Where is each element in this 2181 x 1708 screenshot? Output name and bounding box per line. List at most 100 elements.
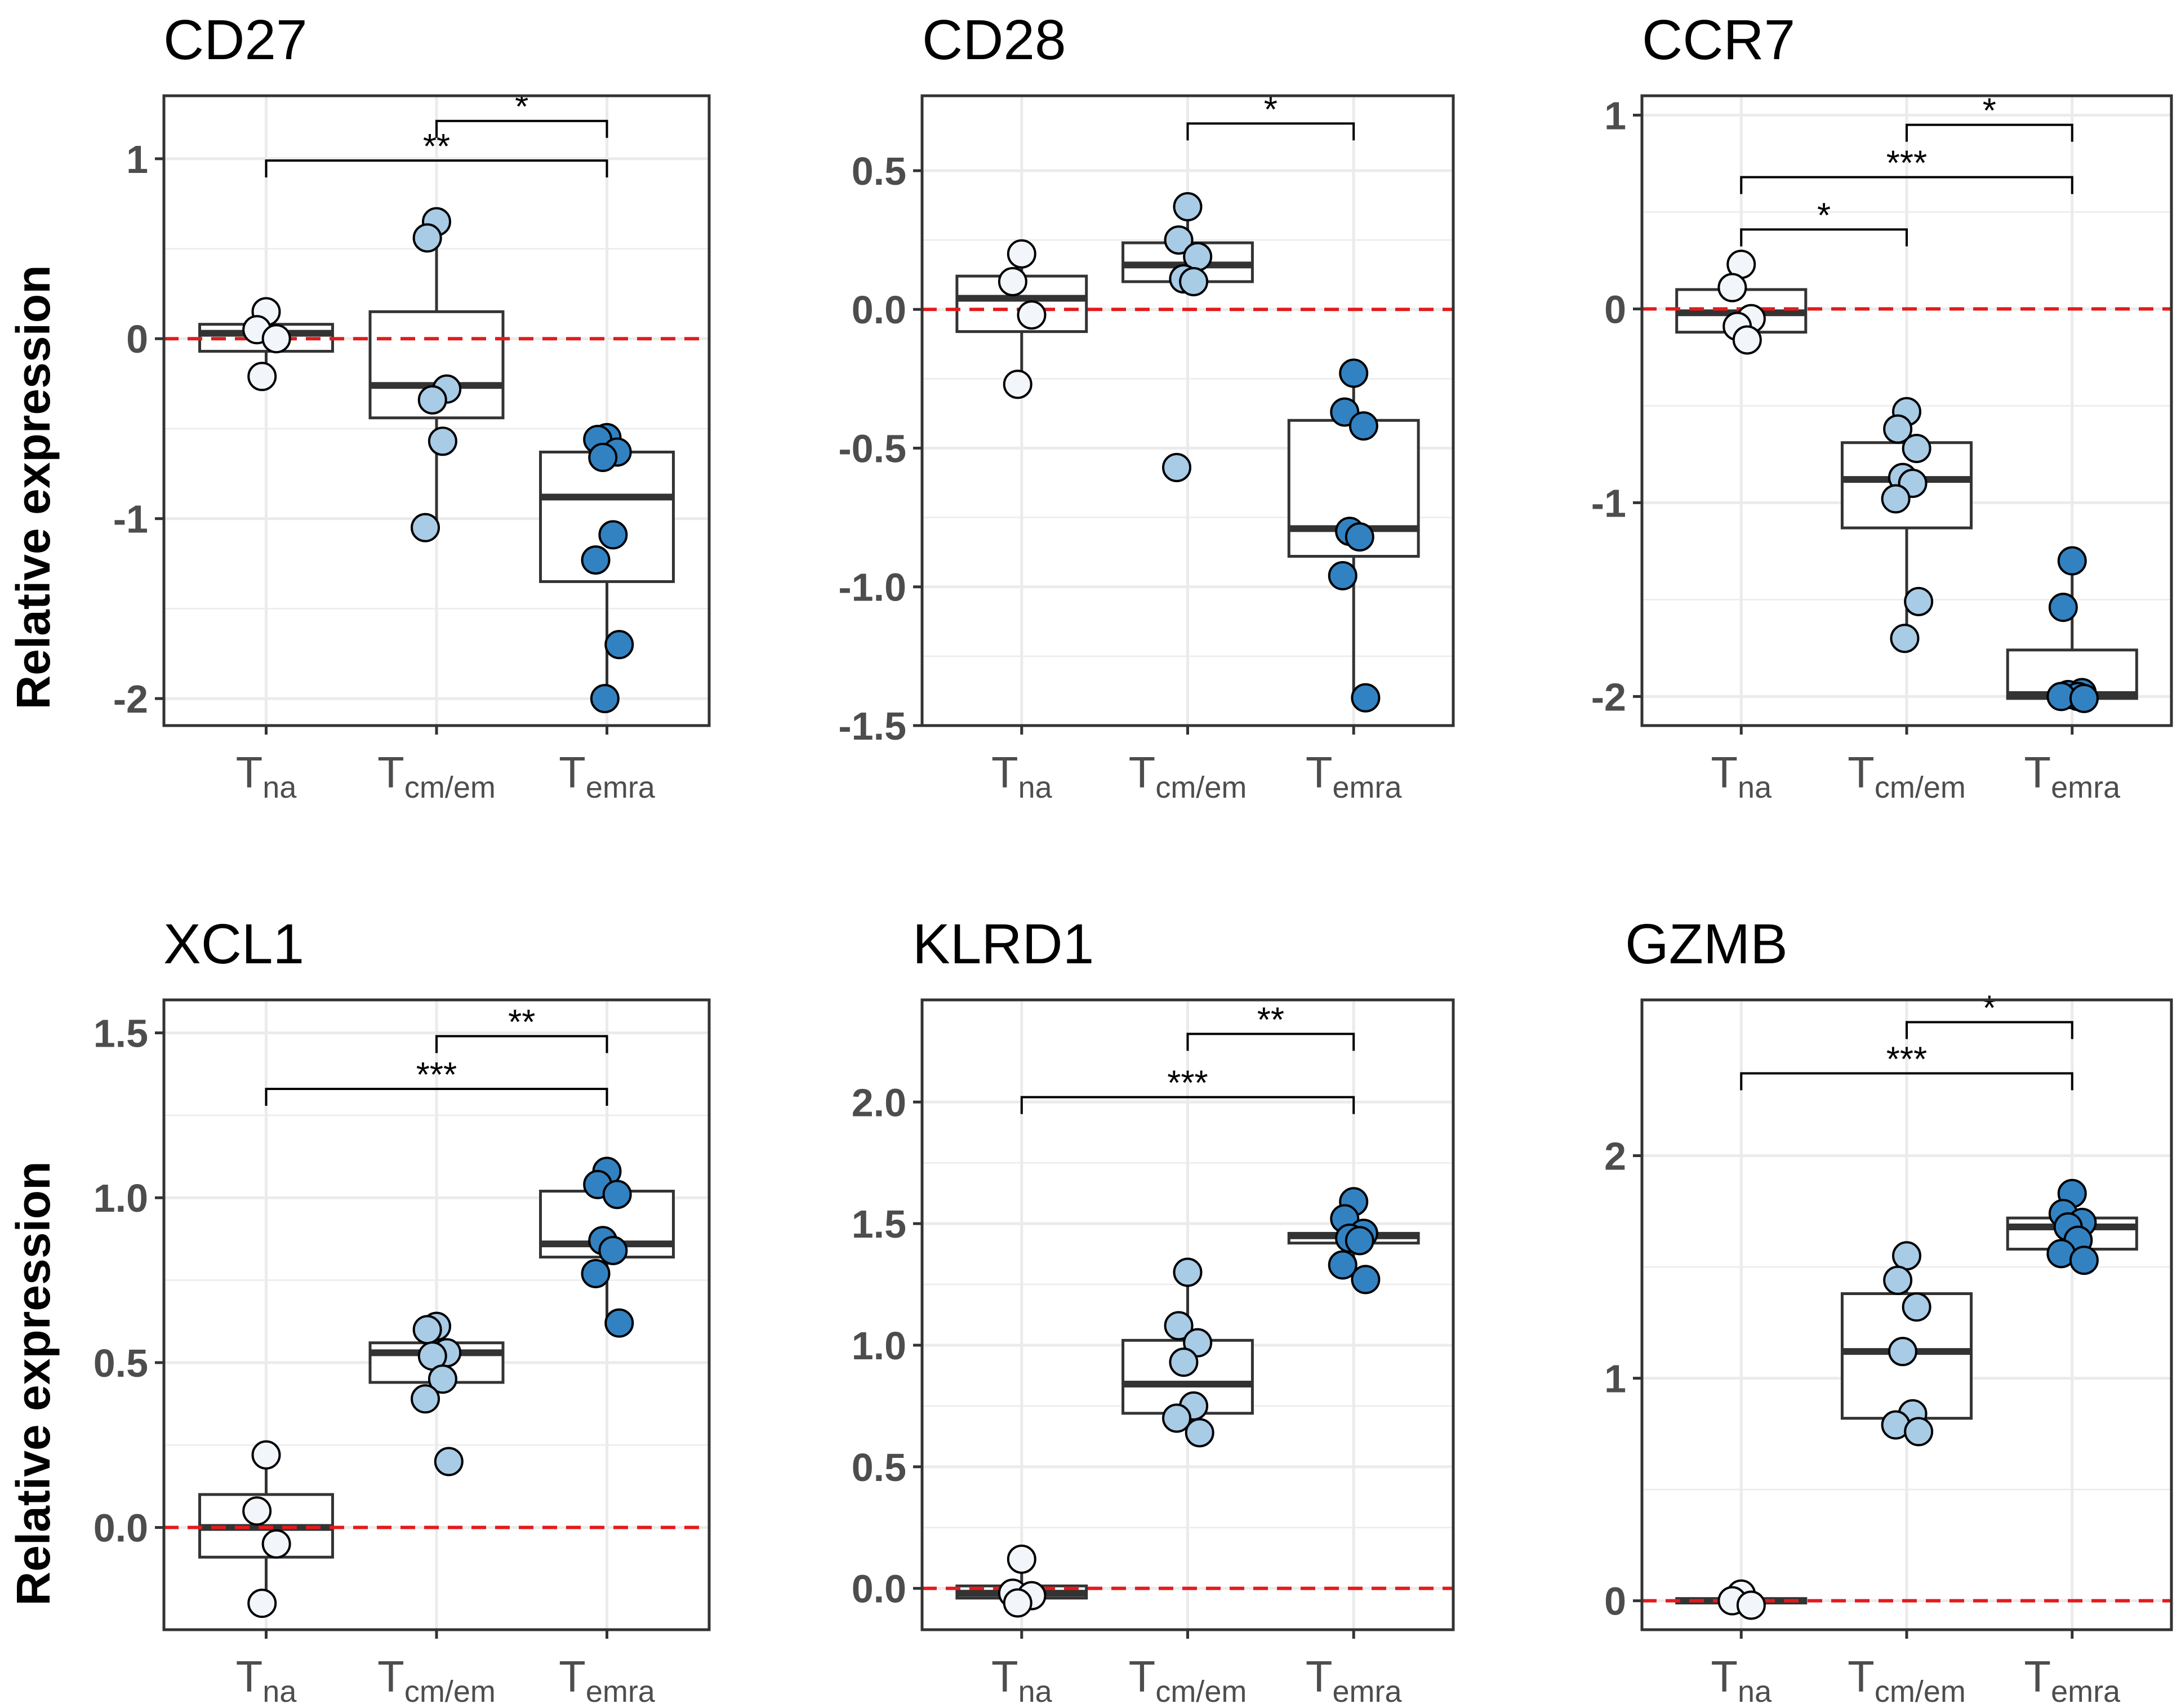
significance-label: ** [423, 127, 450, 166]
y-tick-label: 0.0 [94, 1506, 148, 1550]
data-point [1162, 1403, 1192, 1433]
x-tick-label: Tna [1711, 1652, 1772, 1708]
significance-bracket [265, 1088, 608, 1106]
significance-label: *** [1886, 144, 1927, 183]
panel-title: CD27 [163, 8, 308, 72]
y-tick-label: -0.5 [838, 426, 906, 470]
significance-bracket [265, 159, 608, 177]
data-point [2057, 546, 2087, 576]
data-point [598, 1235, 628, 1265]
data-point [1179, 266, 1209, 296]
y-tick-label: 0.5 [852, 1445, 906, 1489]
data-point [1881, 484, 1911, 514]
data-point [1185, 1418, 1214, 1448]
data-point [1173, 1257, 1203, 1287]
significance-label: *** [1886, 1040, 1927, 1079]
data-point [604, 630, 634, 660]
panel-title: GZMB [1625, 913, 1788, 976]
data-point [412, 1315, 442, 1345]
y-tick-label: 0 [1604, 287, 1626, 331]
data-point [1717, 273, 1747, 303]
data-point [261, 324, 291, 354]
y-tick-label: 1 [1604, 94, 1626, 137]
data-point [411, 513, 440, 542]
data-point [598, 520, 628, 550]
x-tick-label: Tna [991, 1652, 1053, 1708]
x-tick-label: Tcm/em [377, 1652, 496, 1708]
y-axis-label-top: Relative expression [7, 265, 60, 709]
data-point [247, 1589, 277, 1618]
data-point [434, 1447, 464, 1476]
y-tick-label: 0 [126, 317, 148, 361]
data-point [1351, 683, 1381, 713]
data-point [261, 1529, 291, 1559]
y-tick-label: 0 [1604, 1580, 1626, 1624]
x-tick-label: Tna [236, 748, 297, 804]
y-tick-label: 1.5 [852, 1202, 906, 1246]
data-point [411, 1384, 440, 1414]
x-tick-label: Temra [1306, 1652, 1403, 1708]
y-tick-label: 1.5 [94, 1012, 148, 1056]
data-point [428, 426, 457, 456]
data-point [1164, 1311, 1194, 1341]
data-point [1007, 239, 1036, 269]
data-point [1902, 1292, 1931, 1322]
significance-label: *** [416, 1056, 457, 1095]
significance-label: ** [1257, 1000, 1284, 1039]
significance-label: * [1983, 989, 1996, 1028]
data-point [1007, 1544, 1036, 1574]
data-point [998, 266, 1027, 296]
data-point [242, 1496, 272, 1526]
data-point [2048, 593, 2078, 622]
significance-label: * [515, 88, 528, 127]
data-point [1345, 522, 1374, 552]
data-point [1732, 325, 1762, 355]
data-point [1351, 1265, 1381, 1295]
y-tick-label: 1.0 [852, 1324, 906, 1368]
data-point [1162, 452, 1192, 482]
panel-title: XCL1 [163, 913, 304, 976]
significance-bracket [1020, 1096, 1355, 1114]
x-tick-label: Tna [1711, 748, 1772, 804]
data-point [1902, 434, 1931, 464]
data-point [1328, 561, 1357, 591]
significance-label: * [1983, 92, 1996, 131]
data-point [602, 1180, 632, 1209]
y-tick-label: 0.0 [852, 1567, 906, 1611]
data-point [1017, 300, 1047, 330]
significance-bracket [435, 119, 608, 138]
y-tick-label: 2.0 [852, 1080, 906, 1124]
data-point [1892, 1241, 1921, 1271]
panel-title: CD28 [922, 8, 1066, 72]
significance-label: ** [508, 1003, 535, 1042]
x-tick-label: Temra [2024, 1652, 2121, 1708]
y-tick-label: 0.5 [94, 1341, 148, 1385]
data-point [1339, 358, 1369, 388]
data-point [590, 684, 620, 714]
significance-bracket [1740, 1072, 2073, 1091]
y-tick-label: -2 [113, 677, 148, 721]
data-point [1164, 225, 1194, 255]
x-tick-label: Tcm/em [1848, 748, 1966, 804]
significance-bracket [1906, 123, 2073, 142]
significance-bracket [1186, 1033, 1355, 1051]
data-point [1904, 586, 1934, 616]
panel-title: KLRD1 [913, 913, 1094, 976]
data-point [1173, 192, 1203, 222]
data-point [247, 362, 277, 392]
data-point [428, 1364, 457, 1394]
data-point [588, 443, 618, 473]
data-point [2069, 1246, 2099, 1275]
x-tick-label: Tcm/em [1129, 1652, 1247, 1708]
significance-bracket [1740, 176, 2073, 194]
data-point [1169, 1347, 1199, 1377]
y-tick-label: -1 [1591, 481, 1626, 525]
data-point [1345, 1226, 1374, 1256]
data-point [1328, 1250, 1357, 1280]
